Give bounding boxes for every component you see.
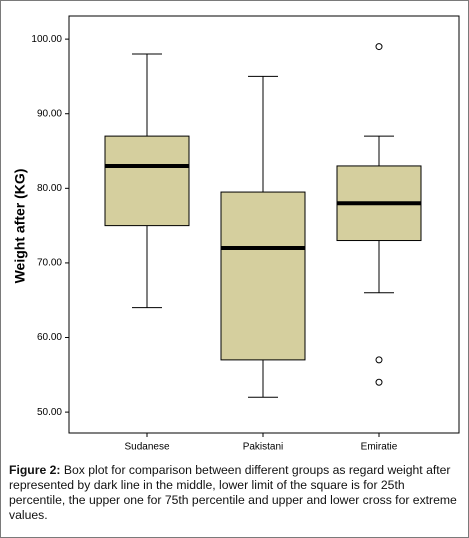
outlier: [375, 378, 383, 386]
y-tick-label: 80.00: [37, 183, 62, 194]
caption-text: Box plot for comparison between differen…: [9, 463, 457, 522]
caption: Figure 2: Box plot for comparison betwee…: [9, 463, 461, 523]
box: [104, 135, 190, 227]
box: [220, 191, 306, 361]
x-tick-label: Pakistani: [243, 442, 284, 453]
y-tick-label: 90.00: [37, 108, 62, 119]
y-axis-title: Weight after (KG): [12, 169, 28, 284]
chart: Weight after (KG) 50.00 60.00 70.00 80.00 90…: [12, 15, 460, 453]
x-tick-label: Sudanese: [124, 442, 169, 453]
y-tick-label: 70.00: [37, 258, 62, 269]
outlier: [375, 356, 383, 364]
caption-label: Figure 2:: [9, 463, 61, 477]
y-tick-label: 100.00: [31, 34, 62, 45]
x-tick-label: Emiratie: [361, 442, 398, 453]
y-tick-label: 50.00: [37, 407, 62, 418]
outlier: [375, 43, 383, 51]
plot-frame: [68, 15, 460, 434]
y-tick-label: 60.00: [37, 332, 62, 343]
